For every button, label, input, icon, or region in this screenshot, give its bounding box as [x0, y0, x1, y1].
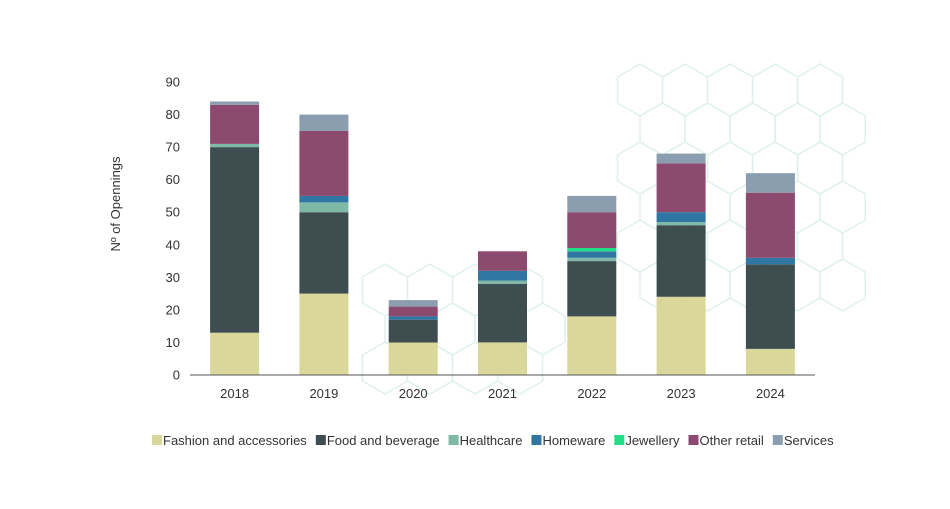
x-tick-label: 2021 — [488, 386, 517, 401]
bar-segment-2019-food-and-beverage — [299, 212, 349, 294]
bar-segment-2023-food-and-beverage — [656, 225, 706, 297]
hexagon-shape — [796, 219, 844, 273]
legend-swatch — [315, 435, 326, 445]
hexagon-shape — [774, 102, 821, 156]
x-tick-label: 2019 — [309, 386, 338, 401]
legend-swatch — [772, 435, 783, 445]
y-tick-label: 70 — [166, 140, 180, 155]
legend-label: Other retail — [700, 433, 764, 448]
hexagon-shape — [684, 102, 731, 156]
bar-segment-2022-food-and-beverage — [567, 261, 617, 317]
y-tick-label: 30 — [166, 270, 180, 285]
legend-swatch — [688, 435, 699, 445]
hexagon-shape — [706, 63, 754, 117]
legend-swatch — [531, 435, 542, 445]
bar-segment-2018-fashion-and-accessories — [210, 332, 260, 375]
hexagon-shape — [796, 141, 844, 195]
hexagon-shape — [819, 180, 866, 234]
bar-segment-2019-fashion-and-accessories — [299, 293, 349, 375]
legend-label: Fashion and accessories — [163, 433, 307, 448]
hexagon-shape — [616, 141, 664, 195]
bar-segment-2018-services — [210, 101, 260, 105]
bar-segment-2023-other-retail — [656, 163, 706, 213]
legend: Fashion and accessories Food and beverage… — [152, 433, 834, 448]
bar-segment-2024-homeware — [745, 257, 795, 265]
y-tick-label: 10 — [166, 335, 180, 350]
bar-segment-2021-homeware — [478, 270, 527, 281]
bar-segment-2024-other-retail — [745, 192, 795, 258]
y-axis-title: Nº of Opennings — [108, 156, 123, 252]
y-tick-label: 0 — [173, 368, 180, 383]
bar-segment-2022-other-retail — [567, 212, 617, 248]
x-tick-label: 2024 — [756, 386, 785, 401]
hexagon-shape — [751, 63, 799, 117]
bar-segment-2018-other-retail — [210, 104, 260, 144]
bar-segment-2023-services — [656, 153, 706, 164]
bar-segment-2023-fashion-and-accessories — [656, 296, 706, 375]
bars-group — [210, 101, 795, 375]
hexagon-shape — [661, 63, 709, 117]
x-tick-label: 2018 — [220, 386, 249, 401]
bar-segment-2020-fashion-and-accessories — [388, 342, 438, 375]
bar-segment-2020-food-and-beverage — [388, 319, 438, 343]
bar-segment-2022-homeware — [567, 251, 617, 258]
y-tick-label: 40 — [166, 237, 180, 252]
bar-segment-2019-homeware — [299, 195, 349, 203]
legend-label: Jewellery — [625, 433, 680, 448]
y-tick-label: 80 — [166, 107, 180, 122]
bar-segment-2023-healthcare — [656, 222, 706, 226]
hexagon-shape — [706, 219, 754, 273]
hexagon-shape — [819, 102, 866, 156]
bar-segment-2024-fashion-and-accessories — [745, 349, 795, 375]
x-tick-label: 2022 — [577, 386, 606, 401]
x-tick-label: 2023 — [667, 386, 696, 401]
y-tick-label: 90 — [166, 75, 180, 90]
legend-label: Food and beverage — [327, 433, 440, 448]
y-tick-label: 20 — [166, 302, 180, 317]
hexagon-shape — [796, 63, 844, 117]
bar-segment-2019-healthcare — [299, 202, 349, 213]
bar-segment-2022-fashion-and-accessories — [567, 316, 617, 375]
hexagon-shape — [639, 102, 686, 156]
bar-segment-2020-other-retail — [388, 306, 438, 317]
bar-segment-2018-healthcare — [210, 143, 260, 148]
y-tick-label: 50 — [166, 205, 180, 220]
bar-segment-2021-food-and-beverage — [478, 283, 527, 343]
hexagon-shape — [819, 258, 866, 312]
y-tick-label: 60 — [166, 172, 180, 187]
bar-segment-2018-food-and-beverage — [210, 147, 260, 333]
hexagon-shape — [616, 219, 664, 273]
bar-segment-2024-food-and-beverage — [745, 264, 795, 349]
hexagon-shape — [616, 63, 664, 117]
legend-swatch — [614, 435, 625, 445]
legend-label: Homeware — [542, 433, 605, 448]
bar-segment-2020-homeware — [388, 316, 438, 320]
bar-segment-2022-jewellery — [567, 248, 617, 252]
hexagon-shape — [706, 141, 754, 195]
bar-segment-2021-other-retail — [478, 251, 527, 271]
legend-label: Healthcare — [460, 433, 523, 448]
bar-segment-2021-fashion-and-accessories — [478, 342, 527, 375]
bar-segment-2020-services — [388, 300, 438, 307]
bar-segment-2019-other-retail — [299, 130, 349, 196]
legend-swatch — [152, 435, 162, 445]
axes-group: 0 10 20 30 40 50 60 70 80 90 2018 2019 2020 2021 2022 2… — [166, 75, 815, 401]
bar-segment-2021-healthcare — [478, 280, 527, 284]
bar-segment-2022-healthcare — [567, 257, 617, 262]
bar-segment-2019-services — [299, 114, 349, 131]
bar-segment-2024-services — [745, 173, 795, 193]
bar-segment-2023-homeware — [656, 212, 706, 222]
bar-segment-2022-services — [567, 195, 617, 213]
hexagon-shape — [729, 102, 776, 156]
legend-swatch — [448, 435, 459, 445]
legend-label: Services — [784, 433, 834, 448]
x-tick-label: 2020 — [399, 386, 428, 401]
